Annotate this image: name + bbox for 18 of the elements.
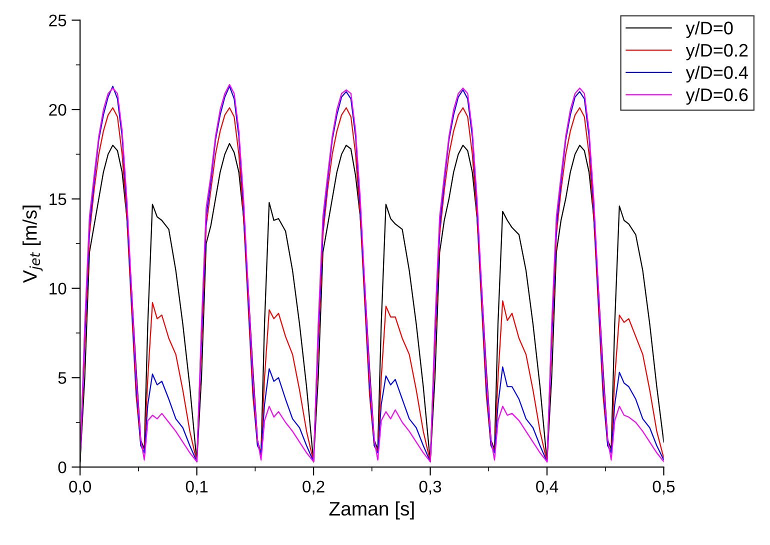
legend-label: y/D=0 bbox=[686, 21, 733, 38]
y-tick-label: 10 bbox=[50, 282, 66, 295]
y-axis-title: V$_{jet}$ [m/s] bbox=[22, 206, 43, 283]
x-tick-label: 0,0 bbox=[69, 480, 92, 494]
legend-label: y/D=0.2 bbox=[686, 43, 748, 60]
x-tick-label: 0,3 bbox=[419, 480, 442, 494]
y-tick-label: 15 bbox=[50, 194, 66, 206]
y-tick-label: 25 bbox=[49, 14, 66, 26]
x-tick-label: 0,1 bbox=[186, 480, 208, 494]
x-tick-label: 0,4 bbox=[536, 480, 558, 494]
y-tick-label: 20 bbox=[49, 104, 66, 116]
x-tick-label: 0,2 bbox=[302, 480, 324, 494]
x-tick-label: 0,5 bbox=[652, 480, 675, 494]
legend-label: y/D=0.6 bbox=[686, 88, 748, 105]
y-tick-label: 5 bbox=[58, 372, 66, 384]
y-tick-label: 0 bbox=[58, 461, 66, 474]
legend-label: y/D=0.4 bbox=[686, 66, 748, 83]
x-axis-title: Zaman [s] bbox=[329, 501, 414, 520]
